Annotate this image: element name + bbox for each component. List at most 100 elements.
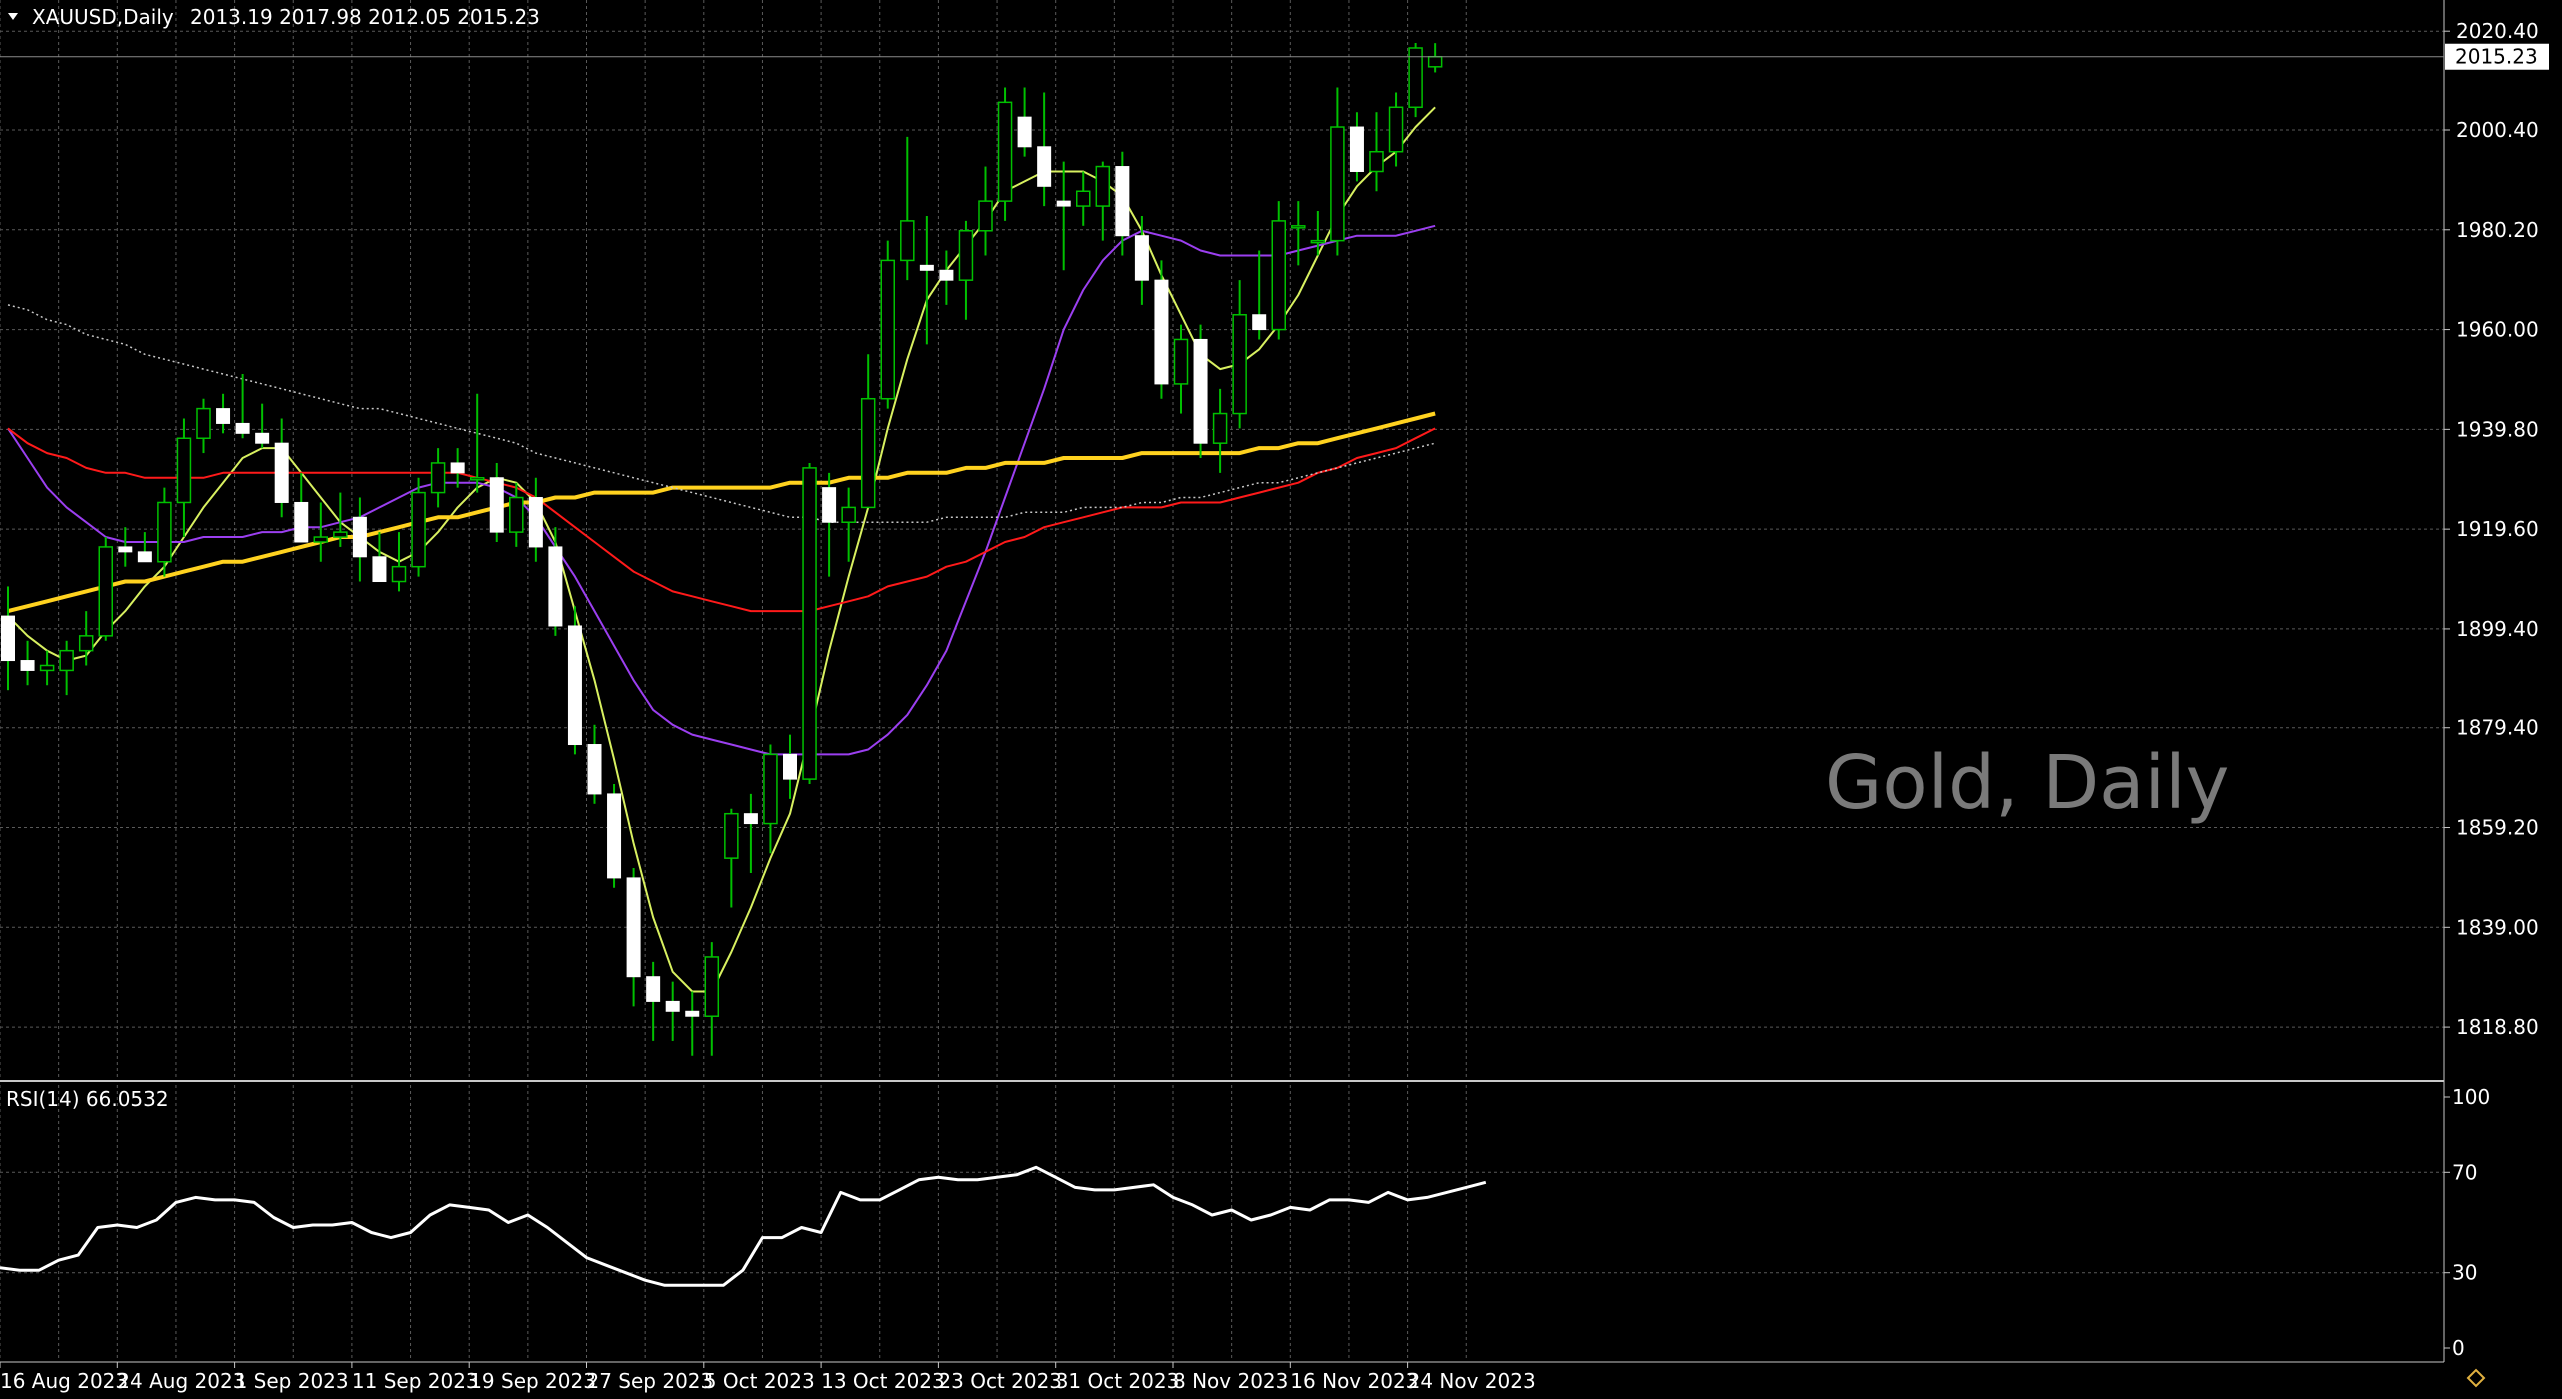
candle[interactable] (352, 497, 367, 582)
candle[interactable] (1134, 215, 1149, 305)
candlestick-series[interactable] (1, 43, 1443, 1056)
candle[interactable] (411, 477, 426, 577)
candle[interactable] (1115, 151, 1130, 256)
candle[interactable] (1349, 112, 1364, 182)
candle[interactable] (59, 640, 74, 696)
candle[interactable] (1193, 324, 1208, 459)
candle-body-bearish (352, 516, 367, 558)
candle[interactable] (1095, 161, 1111, 241)
candle[interactable] (1173, 324, 1189, 414)
candle[interactable] (822, 472, 837, 577)
candle[interactable] (587, 724, 602, 804)
candle[interactable] (294, 472, 309, 543)
candle[interactable] (567, 606, 582, 755)
candle[interactable] (802, 462, 817, 785)
candle[interactable] (255, 403, 270, 449)
candle-body-bearish (1349, 126, 1364, 172)
candle-body-bullish (724, 812, 739, 859)
candle[interactable] (724, 808, 739, 908)
dropdown-triangle-icon[interactable] (8, 13, 18, 20)
price-tick-label: 1818.80 (2456, 1015, 2539, 1039)
candle[interactable] (20, 640, 35, 686)
candle[interactable] (958, 220, 974, 320)
time-tick-label: 24 Nov 2023 (1408, 1369, 1536, 1393)
candle[interactable] (216, 393, 231, 434)
rsi-panel[interactable] (0, 1165, 1487, 1287)
candle[interactable] (1017, 87, 1032, 157)
candle[interactable] (646, 961, 661, 1041)
candle[interactable] (39, 650, 55, 686)
candle[interactable] (528, 477, 543, 562)
candle[interactable] (313, 502, 329, 562)
candle-body-bearish (235, 422, 250, 434)
candle[interactable] (489, 462, 504, 542)
candle-body-bullish (1291, 225, 1306, 229)
candle-body-bearish (743, 813, 758, 825)
candle[interactable] (1076, 171, 1091, 226)
symbol-label[interactable]: XAUUSD,Daily (32, 5, 174, 29)
candle-body-bearish (216, 408, 231, 424)
candle[interactable] (919, 215, 934, 345)
rsi-tick-label: 70 (2452, 1160, 2477, 1184)
candle[interactable] (900, 136, 915, 281)
candle[interactable] (763, 744, 778, 854)
candle[interactable] (997, 87, 1013, 221)
candle[interactable] (841, 487, 856, 562)
ma-slow-line (7, 427, 1436, 613)
candle-body-bearish (822, 487, 837, 523)
candle[interactable] (137, 532, 152, 563)
candle[interactable] (372, 532, 387, 583)
candle[interactable] (1310, 211, 1326, 256)
candle[interactable] (1252, 250, 1267, 340)
candle-body-bullish (802, 467, 817, 780)
candle[interactable] (704, 942, 720, 1056)
candle[interactable] (1, 586, 15, 691)
candle[interactable] (607, 784, 622, 888)
candle[interactable] (860, 354, 876, 509)
candle[interactable] (274, 418, 289, 518)
candle-body-bullish (704, 956, 720, 1017)
candle[interactable] (333, 492, 348, 547)
candle[interactable] (391, 532, 407, 592)
candle[interactable] (176, 418, 192, 538)
candle-body-bullish (1076, 190, 1091, 207)
candle[interactable] (157, 487, 172, 577)
candle[interactable] (626, 868, 641, 1007)
candle[interactable] (450, 448, 465, 488)
candle[interactable] (1388, 92, 1404, 167)
candle[interactable] (1408, 43, 1423, 118)
candle-body-bearish (919, 264, 934, 271)
candle[interactable] (548, 527, 563, 636)
candle[interactable] (235, 374, 250, 439)
candle[interactable] (1271, 201, 1286, 340)
candle[interactable] (743, 793, 758, 873)
candle-body-bearish (1037, 146, 1052, 187)
candle[interactable] (1056, 161, 1071, 271)
candle[interactable] (118, 527, 133, 567)
candle[interactable] (1291, 201, 1306, 266)
candle[interactable] (1330, 87, 1345, 256)
candle[interactable] (880, 240, 895, 409)
candle[interactable] (1154, 260, 1169, 399)
candle[interactable] (1232, 280, 1247, 429)
candle[interactable] (1212, 388, 1228, 473)
candle[interactable] (978, 166, 993, 256)
candle[interactable] (939, 250, 954, 305)
candle[interactable] (665, 981, 680, 1041)
candle[interactable] (685, 991, 700, 1056)
candle[interactable] (469, 393, 485, 493)
candle[interactable] (1369, 112, 1384, 192)
candle[interactable] (783, 734, 797, 799)
price-tick-label: 1839.00 (2456, 915, 2539, 939)
candle[interactable] (196, 398, 211, 454)
candle[interactable] (1037, 92, 1052, 207)
candle-body-bearish (587, 744, 602, 795)
candle[interactable] (98, 537, 113, 641)
candle[interactable] (78, 611, 94, 666)
candle[interactable] (509, 482, 524, 547)
candle[interactable] (430, 448, 446, 508)
time-tick-label: 1 Sep 2023 (235, 1369, 349, 1393)
current-price-tag (2445, 43, 2549, 70)
candle-body-bearish (118, 546, 133, 553)
